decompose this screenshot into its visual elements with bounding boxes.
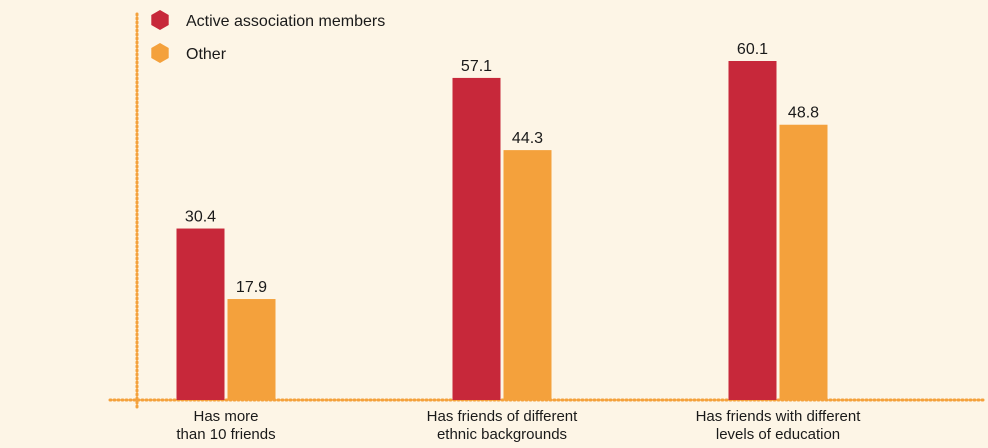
data-label: 44.3 xyxy=(512,130,543,147)
bar xyxy=(176,228,225,400)
legend-marker xyxy=(151,10,169,30)
legend-label: Active association members xyxy=(186,13,385,30)
x-tick-label: Has more than 10 friends xyxy=(176,408,276,443)
data-label: 57.1 xyxy=(461,58,492,75)
bar xyxy=(503,150,552,400)
x-tick-label: Has friends with different levels of edu… xyxy=(695,408,861,443)
data-label: 48.8 xyxy=(788,105,819,122)
bar xyxy=(452,77,501,400)
bar xyxy=(728,61,777,400)
bar xyxy=(227,299,276,400)
bar xyxy=(779,124,828,400)
legend-label: Other xyxy=(186,46,227,63)
data-label: 17.9 xyxy=(236,279,267,296)
data-label: 30.4 xyxy=(185,209,216,226)
x-tick-label: Has friends of different ethnic backgrou… xyxy=(426,408,578,443)
legend-marker xyxy=(151,43,169,63)
data-label: 60.1 xyxy=(737,41,768,58)
